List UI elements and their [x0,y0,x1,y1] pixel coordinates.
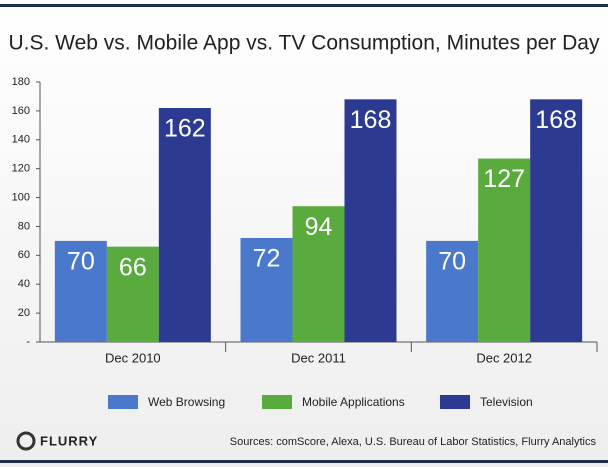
bar [292,206,345,342]
bar [240,238,293,342]
value-label: 162 [164,115,206,143]
bottom-rule [0,460,608,463]
value-label: 168 [350,106,392,134]
bar [344,99,397,342]
legend-label: Television [480,395,533,409]
value-label: 127 [483,165,525,193]
value-label: 72 [253,245,281,273]
y-tick-label: - [26,336,30,348]
legend-label: Web Browsing [148,395,225,409]
y-tick-label: 100 [12,191,30,203]
y-tick-label: 20 [18,307,30,319]
y-tick-label: 140 [12,134,30,146]
y-tick-label: 180 [12,76,30,88]
value-label: 168 [535,106,577,134]
bar [106,246,159,342]
logo-icon [16,431,36,451]
logo: FLURRY [40,433,98,448]
bar [54,240,107,342]
y-tick-label: 120 [12,163,30,175]
value-label: 70 [67,247,95,275]
y-tick-label: 80 [18,220,30,232]
source-note: Sources: comScore, Alexa, U.S. Bureau of… [230,436,597,448]
x-tick-label: Dec 2012 [476,350,532,365]
value-label: 70 [438,247,466,275]
bar [478,158,531,342]
bar [426,240,479,342]
legend-swatch [108,395,138,409]
y-tick-label: 60 [18,249,30,261]
bar [158,108,211,342]
x-tick-label: Dec 2011 [291,350,346,365]
value-label: 66 [119,253,147,281]
legend-swatch [262,395,292,409]
value-label: 94 [305,213,333,241]
top-rule [0,4,608,7]
chart-title: U.S. Web vs. Mobile App vs. TV Consumpti… [9,32,600,55]
legend-swatch [440,395,470,409]
x-tick-label: Dec 2010 [105,350,161,365]
legend-label: Mobile Applications [302,395,405,409]
bar [530,99,583,342]
y-tick-label: 40 [18,278,30,290]
y-tick-label: 160 [12,105,30,117]
